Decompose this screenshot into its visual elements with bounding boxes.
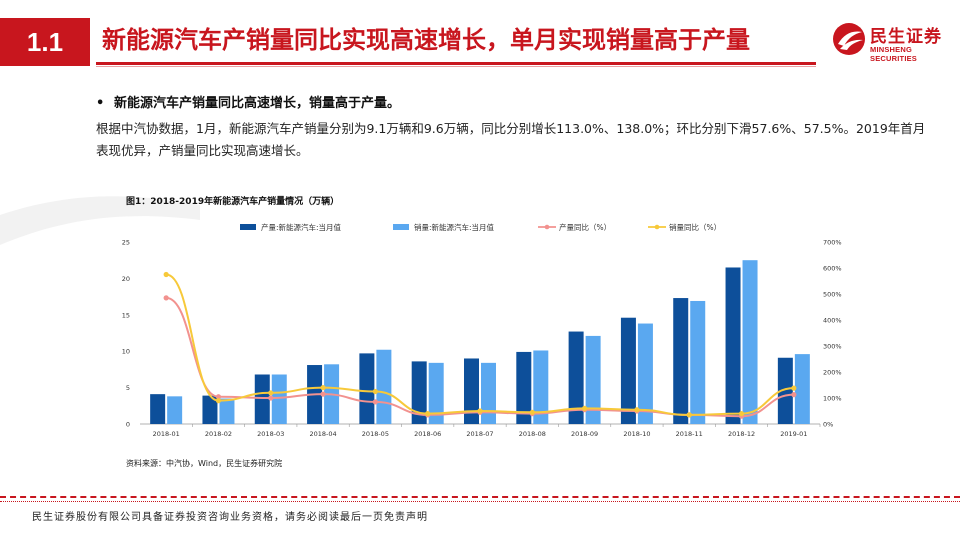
x-tick-label: 2018-06 [414, 430, 441, 438]
sales-yoy-point [738, 411, 745, 417]
production-bar [411, 361, 427, 424]
sales-bar [690, 300, 706, 424]
sales-bar [585, 335, 601, 424]
sales-bar [167, 396, 183, 424]
logo-mark-icon [833, 23, 865, 55]
sales-yoy-point [477, 408, 483, 414]
x-tick-label: 2018-07 [466, 430, 493, 438]
sales-yoy-point [686, 412, 692, 418]
figure-source: 资料来源：中汽协，Wind，民生证券研究院 [126, 459, 283, 468]
production-bar [620, 317, 636, 424]
sales-bar [376, 349, 392, 424]
title-underline-thin [96, 66, 816, 67]
production-yoy-point [215, 394, 222, 400]
sales-bar [271, 374, 287, 424]
company-logo: 民生证券 MINSHENG SECURITIES [832, 20, 952, 63]
legend-sales-yoy-label: 销量同比（%） [669, 222, 721, 232]
production-bar [725, 267, 741, 424]
production-bar [202, 395, 218, 424]
production-bar [673, 298, 689, 424]
x-tick-label: 2018-10 [623, 430, 650, 438]
x-tick-label: 2019-01 [780, 430, 807, 438]
y-left-tick-label: 15 [122, 311, 130, 319]
y-right-tick-label: 600% [823, 265, 842, 273]
production-yoy-point [791, 392, 797, 398]
production-bar [516, 351, 532, 424]
sales-yoy-point [215, 398, 222, 404]
x-tick-label: 2018-12 [728, 430, 755, 438]
page-title: 新能源汽车产销量同比实现高速增长，单月实现销量高于产量 [102, 26, 750, 54]
sales-bar [533, 350, 549, 424]
y-right-tick-label: 0% [823, 421, 833, 429]
footer-divider [0, 496, 960, 498]
y-right-tick-label: 300% [823, 343, 842, 351]
watermark-graphic [0, 196, 200, 245]
footer-disclaimer: 民生证券股份有限公司具备证券投资咨询业务资格，请务必阅读最后一页免责声明 [32, 512, 428, 523]
y-right-tick-label: 500% [823, 291, 842, 299]
production-bar [777, 357, 793, 424]
production-bar [568, 331, 584, 424]
sales-yoy-point [634, 407, 640, 413]
legend-production-yoy-label: 产量同比（%） [559, 222, 611, 232]
sales-yoy-point [791, 385, 797, 391]
y-right-tick-label: 100% [823, 395, 842, 403]
production-bar [254, 374, 270, 424]
sales-bar [428, 362, 444, 424]
y-right-tick-label: 700% [823, 239, 842, 247]
y-left-tick-label: 25 [122, 239, 130, 247]
legend-production-swatch [240, 224, 256, 230]
production-bar [359, 353, 375, 424]
x-tick-label: 2018-08 [519, 430, 546, 438]
sales-bar [742, 260, 758, 424]
sales-yoy-point [268, 390, 274, 396]
x-tick-label: 2018-02 [205, 430, 232, 438]
sales-yoy-point [372, 388, 378, 395]
x-tick-label: 2018-09 [571, 430, 598, 438]
footer-divider-dotted [0, 501, 960, 502]
figure-title: 图1：2018-2019年新能源汽车产销量情况（万辆） [126, 197, 340, 207]
sales-bar [219, 398, 235, 424]
sales-yoy-point [163, 271, 169, 278]
legend-production-label: 产量:新能源汽车:当月值 [261, 222, 342, 232]
legend-sales-yoy-marker [654, 224, 660, 230]
production-yoy-point [163, 295, 169, 301]
logo-name-en: MINSHENG SECURITIES [870, 45, 918, 63]
sales-bar [481, 362, 496, 424]
sales-bar [637, 323, 653, 424]
sales-yoy-point [582, 405, 588, 411]
x-tick-label: 2018-11 [676, 430, 703, 438]
production-bar [150, 394, 166, 424]
x-tick-label: 2018-01 [153, 430, 180, 438]
bullet-marker: • [96, 96, 105, 111]
sales-bar [794, 354, 810, 424]
y-left-tick-label: 5 [126, 384, 130, 392]
legend-production-yoy-marker [544, 224, 550, 230]
sales-yoy-point [425, 411, 431, 417]
legend-sales-label: 销量:新能源汽车:当月值 [414, 222, 495, 232]
legend-sales-swatch [393, 224, 409, 230]
bullet-heading: • 新能源汽车产销量同比高速增长，销量高于产量。 [96, 92, 400, 111]
body-paragraph: 根据中汽协数据，1月，新能源汽车产销量分别为9.1万辆和9.6万辆，同比分别增长… [96, 121, 926, 158]
x-tick-label: 2018-05 [362, 430, 389, 438]
y-left-tick-label: 20 [122, 275, 130, 283]
production-yoy-point [320, 391, 326, 397]
x-tick-label: 2018-03 [257, 430, 284, 438]
y-right-tick-label: 200% [823, 369, 842, 377]
y-right-tick-label: 400% [823, 317, 842, 325]
sales-yoy-point [320, 385, 326, 391]
logo-name-cn: 民生证券 [870, 27, 942, 47]
section-number: 1.1 [0, 18, 90, 66]
production-yoy-point [372, 399, 378, 405]
title-underline [96, 62, 816, 65]
bullet-heading-text: 新能源汽车产销量同比高速增长，销量高于产量。 [114, 96, 401, 111]
y-left-tick-label: 0 [126, 421, 130, 429]
sales-yoy-point [529, 409, 535, 415]
production-bar [464, 358, 479, 424]
y-left-tick-label: 10 [122, 348, 130, 356]
x-tick-label: 2018-04 [309, 430, 336, 438]
production-yoy-point [268, 395, 274, 401]
